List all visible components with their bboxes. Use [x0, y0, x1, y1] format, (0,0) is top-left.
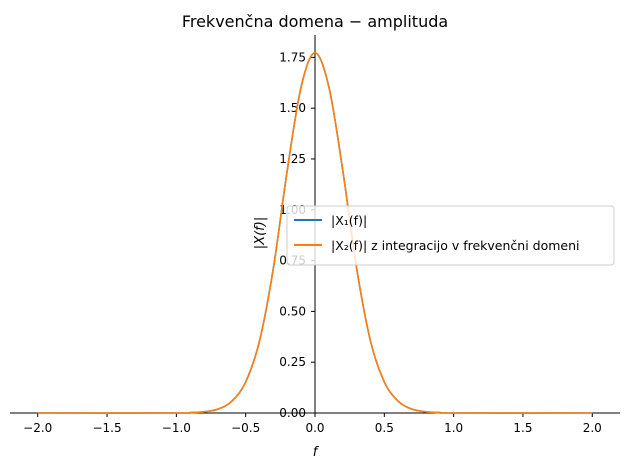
x-ticks: −2.0 −1.5 −1.0 −0.5 0.0 0.5 1.0 1.5 2.0 [23, 413, 602, 435]
y-tick-label: 0.50 [279, 304, 306, 318]
x-tick-label: 0.5 [375, 421, 394, 435]
y-tick-label: 0.25 [279, 355, 306, 369]
series-line-2 [37, 52, 593, 414]
chart-title: Frekvenčna domena − amplituda [182, 12, 448, 31]
series-layer [37, 52, 593, 414]
x-tick-label: −0.5 [231, 421, 260, 435]
legend-label-series-1: |X₁(f)| [331, 213, 367, 228]
x-tick-label: 2.0 [583, 421, 602, 435]
legend-label-series-2: |X₂(f)| z integracijo v frekvenčni domen… [331, 238, 579, 253]
x-tick-label: 1.5 [513, 421, 532, 435]
legend-box [286, 205, 615, 266]
y-axis-label: |X(f)| [253, 217, 268, 249]
y-tick-label: 1.25 [279, 152, 306, 166]
x-tick-label: 0.0 [305, 421, 324, 435]
x-tick-label: −2.0 [23, 421, 52, 435]
y-tick-label: 1.75 [279, 50, 306, 64]
x-tick-label: −1.5 [92, 421, 121, 435]
x-tick-label: −1.0 [162, 421, 191, 435]
y-tick-label: 0.00 [279, 406, 306, 420]
x-tick-label: 1.0 [444, 421, 463, 435]
x-axis-label: f [313, 445, 320, 460]
y-tick-label: 1.50 [279, 101, 306, 115]
legend: |X₁(f)| |X₂(f)| z integracijo v frekvenč… [286, 205, 615, 266]
